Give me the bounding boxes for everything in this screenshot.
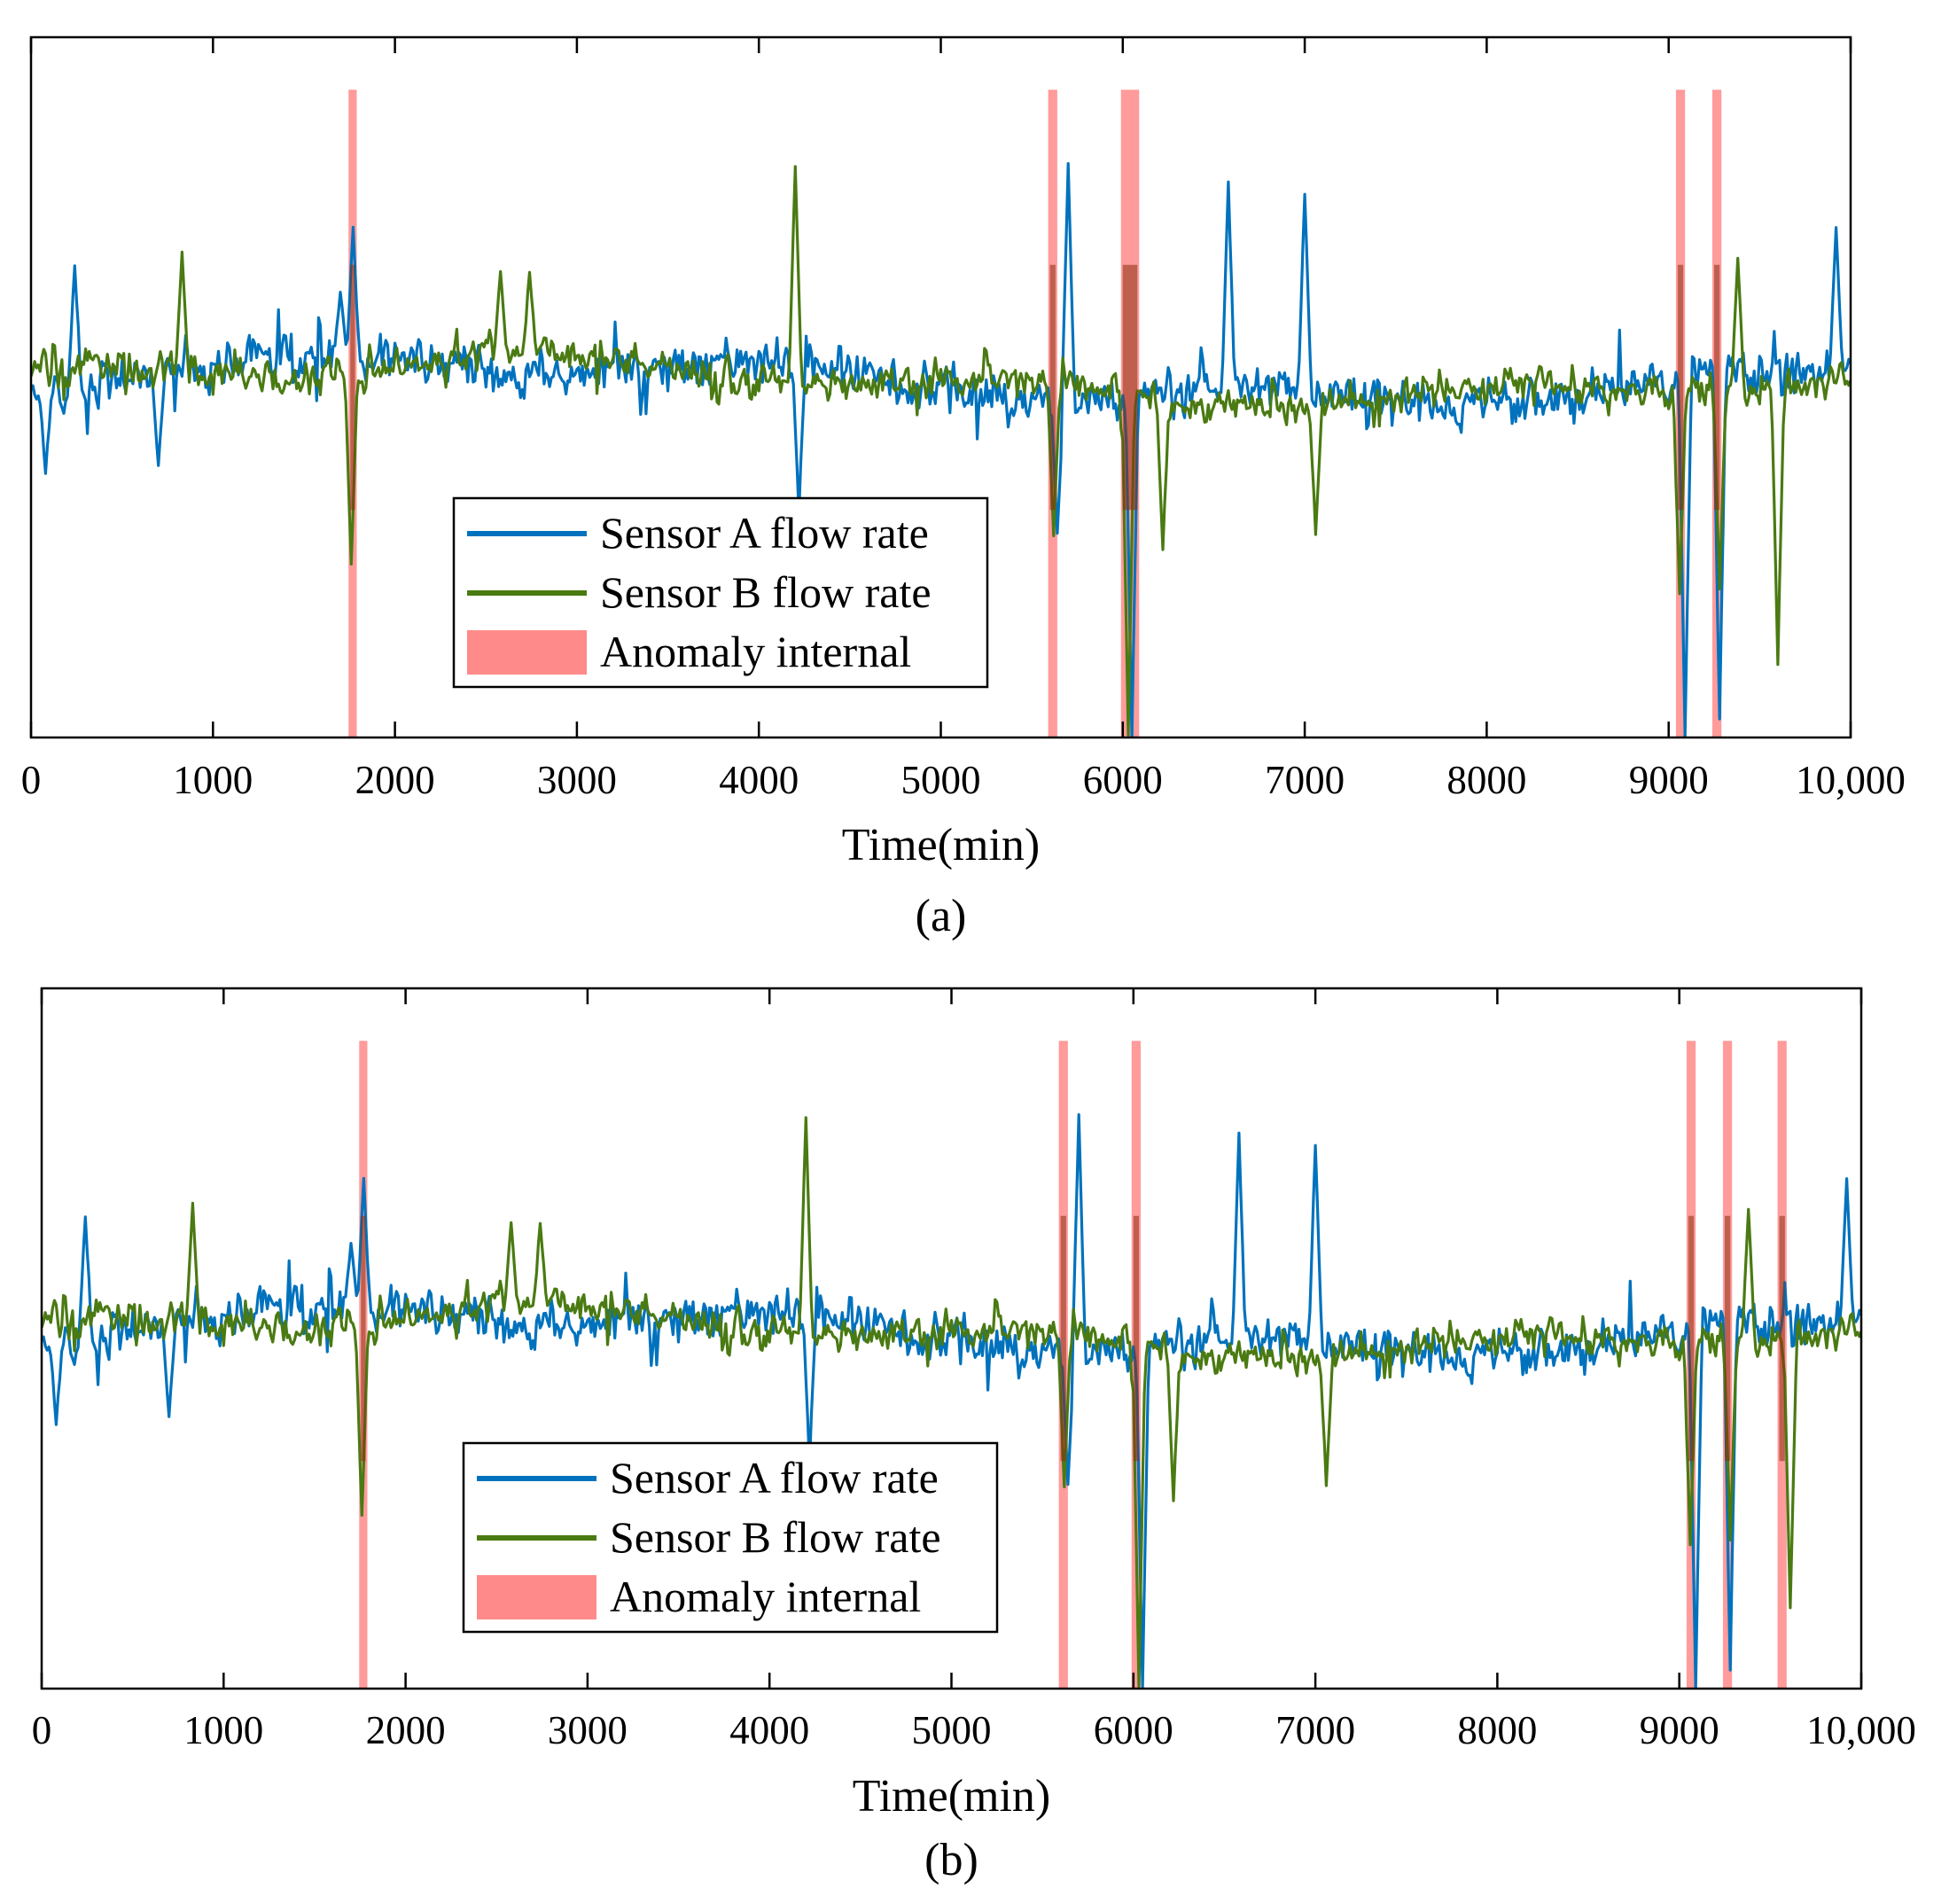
- legend-label: Anomaly internal: [600, 627, 911, 676]
- x-tick-label: 4000: [719, 758, 799, 802]
- x-axis-title: Time(min): [842, 820, 1040, 870]
- x-axis-title: Time(min): [853, 1771, 1050, 1822]
- panel-caption: (b): [924, 1835, 978, 1885]
- x-tick-label: 3000: [537, 758, 617, 802]
- anomaly-overlap-1: [1049, 264, 1056, 511]
- x-tick-label: 0: [21, 758, 42, 802]
- legend-swatch-anomaly: [477, 1575, 596, 1619]
- x-tick-label: 6000: [1094, 1708, 1173, 1752]
- x-tick-label: 2000: [366, 1708, 446, 1752]
- anomaly-overlap-4: [1713, 264, 1720, 511]
- chart-panel-0: 0 1000 2000 3000 4000 5000 6000 7000 8000 9000 10,…: [21, 35, 1906, 941]
- panel-caption: (a): [916, 891, 967, 941]
- x-tick-label: 2000: [355, 758, 435, 802]
- anomaly-overlap-3: [1688, 1215, 1695, 1462]
- x-tick-label: 10,000: [1796, 758, 1906, 802]
- legend-label: Sensor A flow rate: [610, 1453, 939, 1502]
- legend: Sensor A flow rate Sensor B flow rate Anom…: [452, 496, 989, 689]
- x-tick-label: 5000: [901, 758, 981, 802]
- x-tick-label: 0: [32, 1708, 52, 1752]
- x-tick-label: 6000: [1083, 758, 1163, 802]
- legend-label: Anomaly internal: [610, 1572, 921, 1621]
- x-tick-label: 7000: [1275, 1708, 1355, 1752]
- x-tick-label: 1000: [173, 758, 253, 802]
- x-tick-label: 8000: [1446, 758, 1526, 802]
- series-line-sensor-b: [31, 165, 1851, 737]
- x-tick-label: 5000: [912, 1708, 992, 1752]
- anomaly-overlap-0: [361, 1215, 366, 1462]
- chart-panel-1: 0 1000 2000 3000 4000 5000 6000 7000 8000 9000 10,…: [32, 987, 1916, 1885]
- anomaly-overlap-5: [1779, 1215, 1785, 1462]
- x-tick-label: 10,000: [1806, 1708, 1916, 1752]
- x-tick-label: 7000: [1265, 758, 1345, 802]
- legend-label: Sensor A flow rate: [600, 508, 929, 558]
- anomaly-overlap-4: [1724, 1215, 1731, 1462]
- x-tick-label: 4000: [729, 1708, 809, 1752]
- anomaly-overlap-1: [1060, 1215, 1066, 1462]
- series-line-sensor-b: [42, 1116, 1861, 1688]
- anomaly-overlap-3: [1677, 264, 1684, 511]
- x-tick-label: 9000: [1629, 758, 1709, 802]
- legend-label: Sensor B flow rate: [600, 567, 932, 617]
- anomaly-overlap-0: [350, 264, 355, 511]
- x-tick-label: 3000: [548, 1708, 628, 1752]
- x-tick-label: 8000: [1457, 1708, 1537, 1752]
- legend-swatch-anomaly: [467, 630, 587, 675]
- legend: Sensor A flow rate Sensor B flow rate Anom…: [462, 1441, 999, 1634]
- x-tick-label: 9000: [1640, 1708, 1719, 1752]
- x-tick-label: 1000: [183, 1708, 263, 1752]
- anomaly-overlap-2: [1133, 1215, 1140, 1462]
- anomaly-overlap-2: [1122, 264, 1138, 511]
- legend-label: Sensor B flow rate: [610, 1512, 941, 1562]
